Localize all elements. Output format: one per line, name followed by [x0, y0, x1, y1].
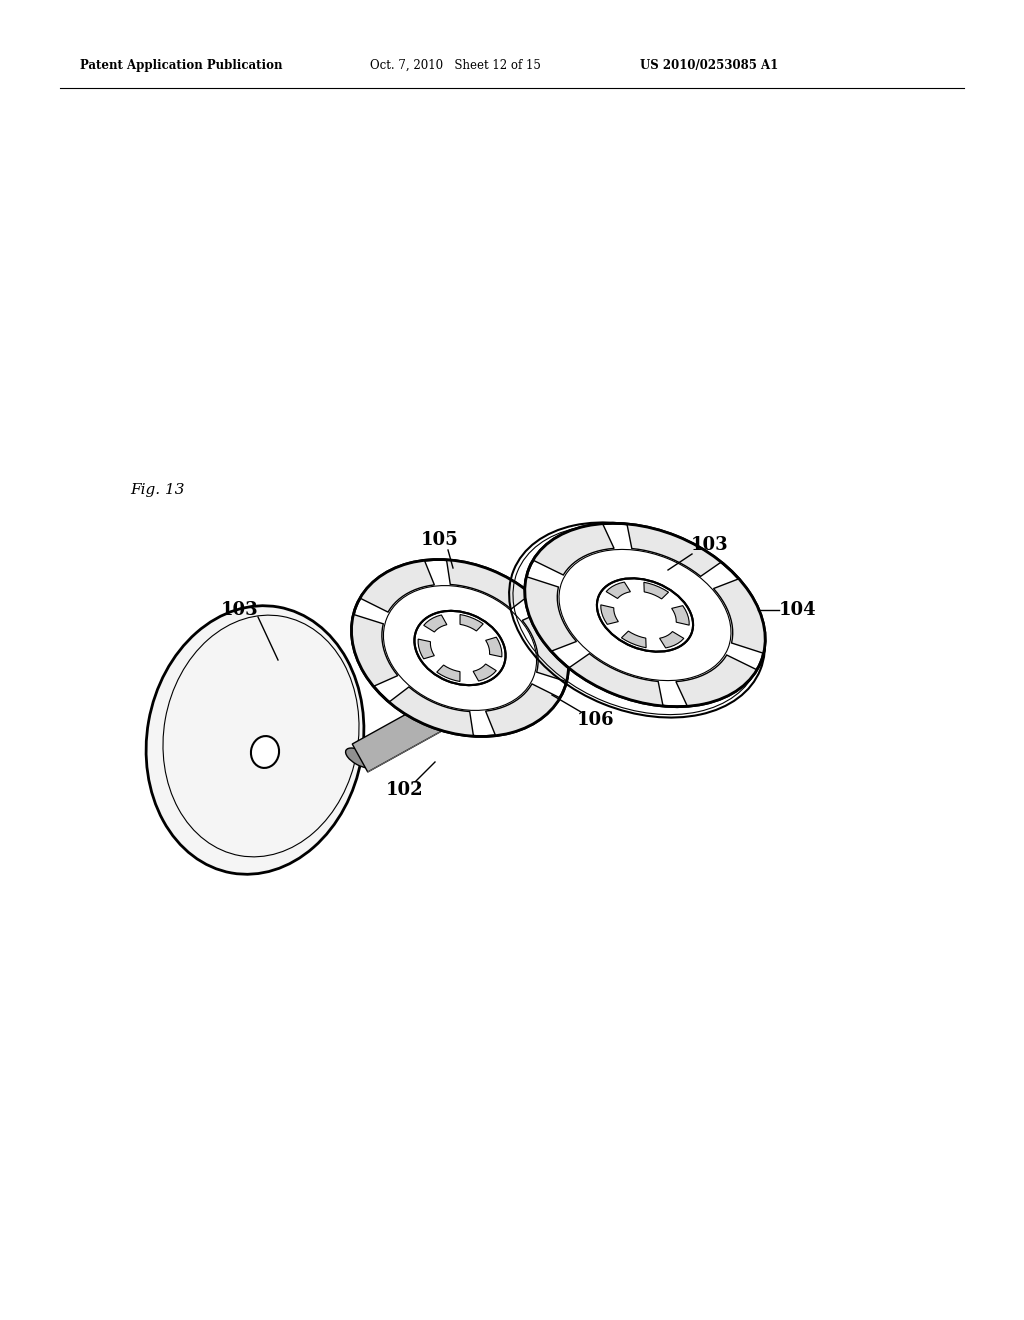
Polygon shape — [351, 614, 397, 686]
Text: Fig. 13: Fig. 13 — [130, 483, 184, 498]
Polygon shape — [418, 639, 434, 659]
Polygon shape — [485, 684, 560, 735]
Polygon shape — [601, 605, 618, 624]
Polygon shape — [568, 653, 664, 706]
Polygon shape — [437, 665, 460, 681]
Polygon shape — [606, 582, 631, 598]
Polygon shape — [676, 655, 757, 706]
Ellipse shape — [525, 523, 765, 706]
Text: 104: 104 — [779, 601, 817, 619]
Text: 105: 105 — [421, 531, 459, 549]
Ellipse shape — [251, 737, 280, 768]
Polygon shape — [424, 615, 446, 632]
Polygon shape — [622, 631, 646, 648]
Polygon shape — [525, 577, 577, 651]
Polygon shape — [389, 686, 473, 737]
Text: 103: 103 — [221, 601, 259, 619]
Text: 106: 106 — [578, 711, 614, 729]
Polygon shape — [485, 638, 502, 657]
Polygon shape — [522, 610, 568, 681]
Text: Oct. 7, 2010   Sheet 12 of 15: Oct. 7, 2010 Sheet 12 of 15 — [370, 58, 541, 71]
Polygon shape — [672, 606, 689, 626]
Polygon shape — [644, 582, 669, 599]
Ellipse shape — [146, 606, 364, 874]
Polygon shape — [352, 672, 498, 772]
Ellipse shape — [475, 676, 505, 696]
Polygon shape — [714, 578, 765, 653]
Ellipse shape — [415, 611, 506, 685]
Ellipse shape — [597, 578, 693, 652]
Text: 103: 103 — [691, 536, 729, 554]
Ellipse shape — [345, 748, 375, 768]
Polygon shape — [534, 524, 614, 576]
Polygon shape — [360, 560, 434, 612]
Text: 102: 102 — [386, 781, 424, 799]
Ellipse shape — [351, 560, 568, 737]
Polygon shape — [446, 560, 531, 609]
Polygon shape — [627, 524, 721, 577]
Polygon shape — [460, 615, 483, 631]
Polygon shape — [473, 664, 497, 681]
Text: US 2010/0253085 A1: US 2010/0253085 A1 — [640, 58, 778, 71]
Polygon shape — [659, 631, 684, 648]
Text: Patent Application Publication: Patent Application Publication — [80, 58, 283, 71]
